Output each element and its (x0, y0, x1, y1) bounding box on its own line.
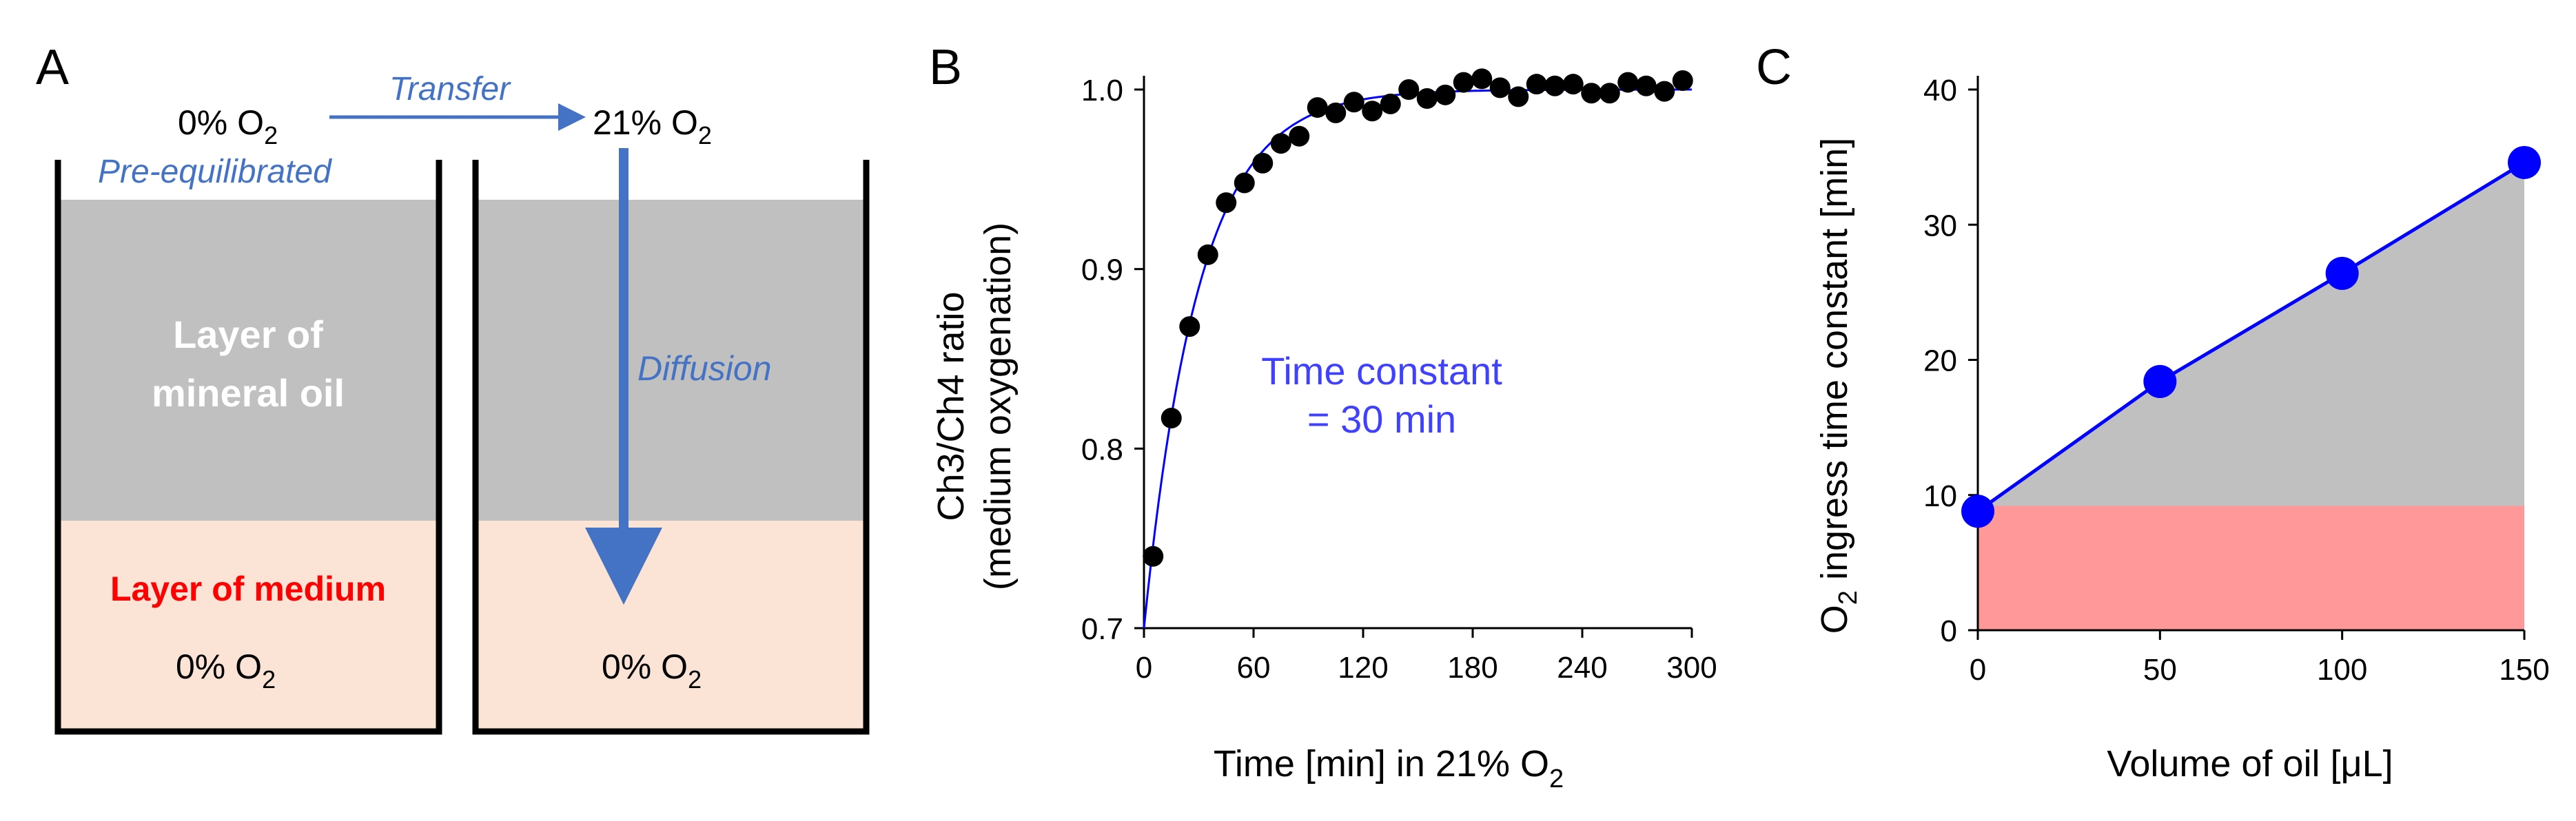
data-point (2508, 145, 2541, 179)
left-well (54, 160, 442, 735)
data-point (1380, 93, 1401, 114)
x-tick-label: 120 (1338, 651, 1388, 685)
data-point (1617, 72, 1639, 93)
panel-b-tick-labels: 0 60 120 180 240 300 0.7 0.8 0.9 1.0 (1081, 74, 1717, 685)
panel-b-xlabel: Time [min] in 21% O2 (1214, 743, 1564, 793)
oil-layer-label-1: Layer of (173, 313, 323, 356)
right-o2-top: 21% O2 (593, 103, 712, 149)
y-tick-label: 20 (1923, 344, 1957, 378)
pre-equilibrated-label: Pre-equilibrated (98, 154, 332, 190)
data-point (1489, 77, 1511, 98)
right-oil-layer (476, 200, 866, 521)
y-tick-label: 0.8 (1081, 433, 1123, 466)
left-o2-bottom: 0% O2 (176, 647, 276, 694)
regression-line (1976, 160, 2526, 513)
data-point (1307, 97, 1328, 118)
data-point (1343, 92, 1364, 113)
y-tick-label: 40 (1923, 74, 1957, 107)
data-point (1544, 75, 1566, 96)
data-point (1362, 101, 1383, 122)
panel-c-area (1978, 162, 2524, 630)
panel-c-ylabel: O2 ingress time constant [min] (1814, 138, 1863, 634)
data-point (1654, 81, 1675, 102)
left-medium-layer (58, 521, 439, 731)
data-point (1270, 133, 1291, 154)
panel-c-axes (1968, 76, 2526, 640)
data-point (1216, 192, 1237, 214)
data-point (1252, 152, 1274, 174)
x-tick-label: 60 (1237, 651, 1271, 685)
right-well (472, 160, 870, 735)
data-point (1179, 316, 1200, 337)
x-tick-label: 240 (1557, 651, 1607, 685)
y-tick-label: 0.7 (1081, 612, 1123, 646)
diffusion-label: Diffusion (637, 349, 772, 388)
right-medium-layer (476, 521, 866, 731)
oil-layer-label-2: mineral oil (152, 371, 345, 415)
x-tick-label: 50 (2143, 653, 2177, 687)
left-o2-top: 0% O2 (178, 103, 278, 149)
data-point (1526, 74, 1547, 95)
x-tick-label: 180 (1447, 651, 1497, 685)
panel-b-points (1143, 68, 1693, 567)
x-tick-label: 300 (1666, 651, 1717, 685)
data-point (1234, 172, 1255, 194)
y-tick-label: 10 (1923, 479, 1957, 513)
right-o2-bottom: 0% O2 (602, 647, 702, 694)
left-well-walls (54, 160, 442, 735)
data-point (2325, 256, 2359, 290)
y-tick-label: 30 (1923, 209, 1957, 242)
panel-a: A 0% O2 Transfer 21% O2 Pre-equilibrated… (36, 40, 870, 735)
grey-area (1978, 162, 2524, 512)
panel-b-label: B (929, 40, 962, 95)
data-point (1508, 86, 1529, 107)
time-constant-label-1: Time constant (1261, 349, 1502, 393)
x-tick-label: 150 (2499, 653, 2549, 687)
y-tick-label: 1.0 (1081, 74, 1123, 107)
data-point (1289, 125, 1310, 147)
data-point (1325, 102, 1347, 123)
x-tick-label: 100 (2317, 653, 2367, 687)
panel-c-xlabel: Volume of oil [μL] (2107, 743, 2393, 784)
right-well-walls (472, 160, 870, 735)
panel-c-tick-labels: 0 50 100 150 0 10 20 30 40 (1923, 74, 2550, 687)
data-point (1599, 83, 1620, 104)
time-constant-label-2: = 30 min (1307, 397, 1456, 441)
data-point (1398, 79, 1420, 100)
data-point (1562, 74, 1584, 95)
data-point (1581, 83, 1602, 104)
panel-c-label: C (1756, 40, 1792, 95)
data-point (1453, 72, 1474, 93)
panel-b: B 0 60 120 180 240 300 0.7 0.8 0.9 1.0 Time const… (929, 40, 1717, 793)
panel-c: C 0 50 100 150 0 10 20 30 40 O2 ingress time con… (1756, 40, 2550, 784)
data-point (1143, 545, 1164, 567)
panel-b-ylabel-1: Ch3/Ch4 ratio (930, 291, 972, 521)
y-tick-label: 0.9 (1081, 253, 1123, 287)
data-point (1471, 68, 1493, 90)
data-point (2143, 364, 2177, 398)
panel-c-points (1961, 145, 2541, 528)
data-point (1635, 75, 1657, 96)
data-point (1161, 408, 1182, 429)
red-baseline-band (1978, 506, 2524, 630)
x-tick-label: 0 (1970, 653, 1986, 687)
data-point (1672, 70, 1693, 91)
left-oil-layer (58, 200, 439, 521)
data-point (1416, 88, 1438, 110)
panel-b-ylabel-2: (medium oxygenation) (977, 222, 1019, 590)
transfer-label: Transfer (389, 71, 511, 107)
data-point (1961, 495, 1994, 528)
panel-b-axes (1134, 76, 1693, 638)
y-tick-label: 0 (1941, 614, 1957, 648)
data-point (1197, 244, 1218, 265)
medium-layer-label: Layer of medium (110, 570, 386, 608)
panel-a-label: A (36, 40, 69, 95)
data-point (1435, 84, 1456, 105)
x-tick-label: 0 (1136, 651, 1152, 685)
